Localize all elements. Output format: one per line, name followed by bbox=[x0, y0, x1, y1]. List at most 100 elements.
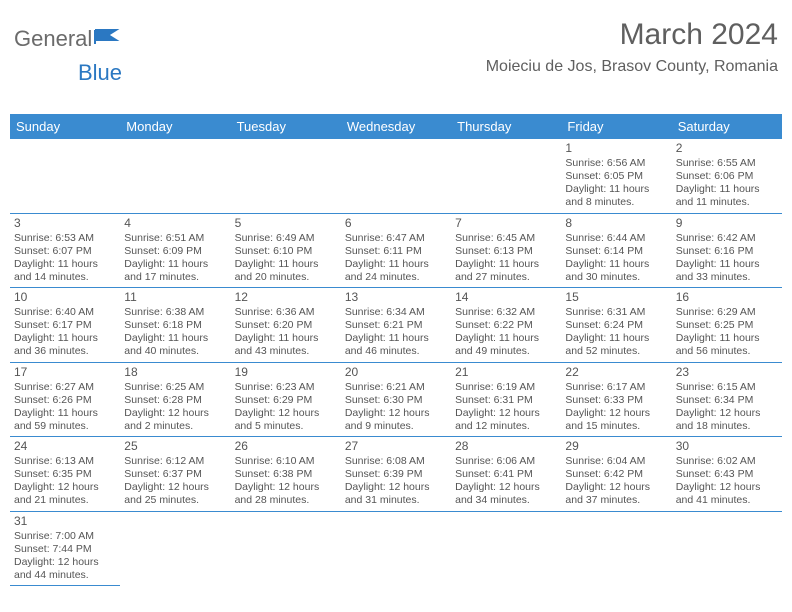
day-info-line: and 33 minutes. bbox=[676, 271, 778, 284]
calendar-day-cell: 1Sunrise: 6:56 AMSunset: 6:05 PMDaylight… bbox=[561, 139, 671, 213]
day-info-line: Sunset: 6:29 PM bbox=[235, 394, 337, 407]
day-info-line: and 36 minutes. bbox=[14, 345, 116, 358]
day-number: 18 bbox=[124, 365, 226, 380]
calendar-day-cell: 16Sunrise: 6:29 AMSunset: 6:25 PMDayligh… bbox=[672, 288, 782, 363]
day-info-line: Sunset: 6:33 PM bbox=[565, 394, 667, 407]
day-info-line: Daylight: 12 hours bbox=[455, 407, 557, 420]
calendar-day-cell: 10Sunrise: 6:40 AMSunset: 6:17 PMDayligh… bbox=[10, 288, 120, 363]
day-info-line: Daylight: 12 hours bbox=[345, 481, 447, 494]
day-info-line: Sunset: 6:30 PM bbox=[345, 394, 447, 407]
brand-text-1: General bbox=[14, 26, 92, 52]
day-info-line: Sunset: 6:21 PM bbox=[345, 319, 447, 332]
day-info-line: and 52 minutes. bbox=[565, 345, 667, 358]
calendar-day-cell bbox=[672, 511, 782, 586]
day-number: 25 bbox=[124, 439, 226, 454]
calendar-day-cell bbox=[231, 139, 341, 213]
day-info-line: Daylight: 11 hours bbox=[14, 258, 116, 271]
day-info-line: Sunrise: 6:08 AM bbox=[345, 455, 447, 468]
day-info-line: Daylight: 11 hours bbox=[565, 332, 667, 345]
day-info-line: Sunrise: 6:12 AM bbox=[124, 455, 226, 468]
calendar-week-row: 1Sunrise: 6:56 AMSunset: 6:05 PMDaylight… bbox=[10, 139, 782, 213]
day-number: 26 bbox=[235, 439, 337, 454]
calendar-week-row: 3Sunrise: 6:53 AMSunset: 6:07 PMDaylight… bbox=[10, 213, 782, 288]
day-info-line: Daylight: 11 hours bbox=[676, 332, 778, 345]
calendar-day-cell: 22Sunrise: 6:17 AMSunset: 6:33 PMDayligh… bbox=[561, 362, 671, 437]
day-info-line: Sunset: 7:44 PM bbox=[14, 543, 116, 556]
day-info-line: Sunset: 6:37 PM bbox=[124, 468, 226, 481]
weekday-header: Monday bbox=[120, 114, 230, 139]
calendar-body: 1Sunrise: 6:56 AMSunset: 6:05 PMDaylight… bbox=[10, 139, 782, 586]
calendar-day-cell: 4Sunrise: 6:51 AMSunset: 6:09 PMDaylight… bbox=[120, 213, 230, 288]
day-info-line: Sunset: 6:11 PM bbox=[345, 245, 447, 258]
day-info-line: Sunset: 6:39 PM bbox=[345, 468, 447, 481]
day-number: 6 bbox=[345, 216, 447, 231]
calendar-day-cell bbox=[561, 511, 671, 586]
calendar-day-cell: 21Sunrise: 6:19 AMSunset: 6:31 PMDayligh… bbox=[451, 362, 561, 437]
day-info-line: and 28 minutes. bbox=[235, 494, 337, 507]
day-info-line: Sunset: 6:34 PM bbox=[676, 394, 778, 407]
day-info-line: Daylight: 11 hours bbox=[14, 407, 116, 420]
day-info-line: Sunrise: 6:06 AM bbox=[455, 455, 557, 468]
calendar-day-cell bbox=[231, 511, 341, 586]
day-info-line: Daylight: 11 hours bbox=[676, 183, 778, 196]
calendar-day-cell: 7Sunrise: 6:45 AMSunset: 6:13 PMDaylight… bbox=[451, 213, 561, 288]
day-info-line: and 8 minutes. bbox=[565, 196, 667, 209]
calendar-day-cell: 3Sunrise: 6:53 AMSunset: 6:07 PMDaylight… bbox=[10, 213, 120, 288]
day-info-line: Daylight: 11 hours bbox=[455, 258, 557, 271]
calendar-day-cell: 17Sunrise: 6:27 AMSunset: 6:26 PMDayligh… bbox=[10, 362, 120, 437]
day-info-line: Sunset: 6:24 PM bbox=[565, 319, 667, 332]
day-info-line: Daylight: 12 hours bbox=[124, 481, 226, 494]
day-info-line: Sunrise: 6:36 AM bbox=[235, 306, 337, 319]
day-info-line: Sunrise: 6:34 AM bbox=[345, 306, 447, 319]
day-info-line: Daylight: 12 hours bbox=[235, 407, 337, 420]
day-info-line: and 20 minutes. bbox=[235, 271, 337, 284]
day-info-line: and 25 minutes. bbox=[124, 494, 226, 507]
day-info-line: Sunrise: 6:10 AM bbox=[235, 455, 337, 468]
calendar-week-row: 31Sunrise: 7:00 AMSunset: 7:44 PMDayligh… bbox=[10, 511, 782, 586]
calendar-day-cell: 28Sunrise: 6:06 AMSunset: 6:41 PMDayligh… bbox=[451, 437, 561, 512]
calendar-day-cell: 19Sunrise: 6:23 AMSunset: 6:29 PMDayligh… bbox=[231, 362, 341, 437]
calendar-day-cell: 18Sunrise: 6:25 AMSunset: 6:28 PMDayligh… bbox=[120, 362, 230, 437]
day-number: 7 bbox=[455, 216, 557, 231]
day-info-line: Daylight: 12 hours bbox=[14, 481, 116, 494]
day-info-line: and 30 minutes. bbox=[565, 271, 667, 284]
day-info-line: and 31 minutes. bbox=[345, 494, 447, 507]
weekday-header: Saturday bbox=[672, 114, 782, 139]
day-info-line: Daylight: 11 hours bbox=[455, 332, 557, 345]
calendar-table: Sunday Monday Tuesday Wednesday Thursday… bbox=[10, 114, 782, 586]
day-info-line: Daylight: 11 hours bbox=[124, 332, 226, 345]
day-info-line: Daylight: 12 hours bbox=[455, 481, 557, 494]
day-number: 19 bbox=[235, 365, 337, 380]
day-info-line: Daylight: 12 hours bbox=[676, 407, 778, 420]
day-number: 24 bbox=[14, 439, 116, 454]
calendar-day-cell bbox=[341, 139, 451, 213]
day-info-line: Sunrise: 6:42 AM bbox=[676, 232, 778, 245]
calendar-week-row: 17Sunrise: 6:27 AMSunset: 6:26 PMDayligh… bbox=[10, 362, 782, 437]
weekday-header: Wednesday bbox=[341, 114, 451, 139]
day-info-line: Daylight: 11 hours bbox=[565, 183, 667, 196]
day-info-line: Sunset: 6:17 PM bbox=[14, 319, 116, 332]
day-info-line: Sunrise: 6:17 AM bbox=[565, 381, 667, 394]
flag-icon bbox=[94, 28, 120, 51]
day-info-line: Daylight: 12 hours bbox=[14, 556, 116, 569]
calendar-day-cell: 6Sunrise: 6:47 AMSunset: 6:11 PMDaylight… bbox=[341, 213, 451, 288]
day-number: 9 bbox=[676, 216, 778, 231]
day-number: 28 bbox=[455, 439, 557, 454]
day-info-line: Sunrise: 6:02 AM bbox=[676, 455, 778, 468]
day-info-line: Daylight: 11 hours bbox=[124, 258, 226, 271]
day-info-line: Sunset: 6:10 PM bbox=[235, 245, 337, 258]
day-info-line: Sunset: 6:16 PM bbox=[676, 245, 778, 258]
day-info-line: Sunset: 6:38 PM bbox=[235, 468, 337, 481]
day-info-line: and 5 minutes. bbox=[235, 420, 337, 433]
day-info-line: Sunset: 6:31 PM bbox=[455, 394, 557, 407]
calendar-day-cell bbox=[120, 139, 230, 213]
day-number: 22 bbox=[565, 365, 667, 380]
day-info-line: Sunrise: 6:31 AM bbox=[565, 306, 667, 319]
weekday-header-row: Sunday Monday Tuesday Wednesday Thursday… bbox=[10, 114, 782, 139]
calendar-day-cell bbox=[451, 139, 561, 213]
weekday-header: Tuesday bbox=[231, 114, 341, 139]
day-info-line: Daylight: 11 hours bbox=[345, 258, 447, 271]
calendar-day-cell: 8Sunrise: 6:44 AMSunset: 6:14 PMDaylight… bbox=[561, 213, 671, 288]
day-info-line: and 41 minutes. bbox=[676, 494, 778, 507]
calendar-day-cell: 15Sunrise: 6:31 AMSunset: 6:24 PMDayligh… bbox=[561, 288, 671, 363]
